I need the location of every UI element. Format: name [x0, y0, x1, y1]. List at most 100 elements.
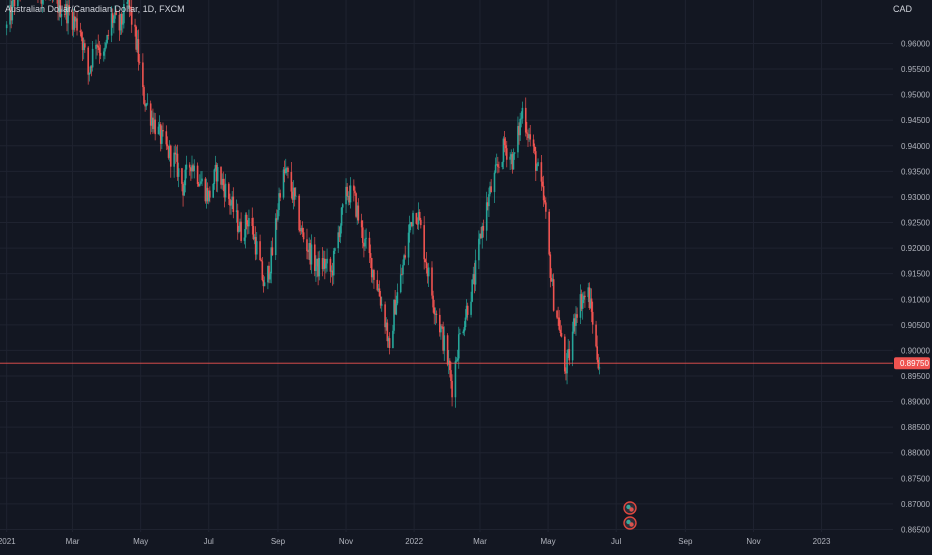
event-markers[interactable]: [623, 501, 637, 530]
candle-body: [455, 360, 458, 362]
candle-body: [493, 172, 496, 193]
candle-body: [267, 265, 269, 283]
candle-body: [300, 227, 303, 232]
candle-body: [368, 237, 371, 254]
candle-body: [66, 4, 68, 24]
candle-body: [110, 13, 113, 36]
candle-body: [120, 13, 123, 25]
candle-body: [167, 146, 170, 158]
candle-body: [166, 144, 169, 147]
candle-body: [157, 126, 160, 135]
candle-body: [365, 237, 367, 239]
candle-body: [345, 186, 347, 205]
candle-body: [501, 162, 504, 168]
candle-body: [248, 217, 250, 227]
candle-body: [370, 257, 373, 278]
candle-body: [552, 279, 555, 311]
candle-body: [11, 0, 14, 21]
candle-body: [565, 371, 567, 374]
candle-body: [121, 23, 124, 25]
candle-body: [459, 333, 461, 335]
candle-body: [464, 317, 467, 328]
x-tick-label: 2023: [813, 537, 831, 546]
candle-body: [98, 47, 101, 53]
candle-body: [181, 168, 183, 184]
candle-body: [488, 194, 490, 207]
candle-body: [119, 13, 122, 31]
candle-body: [228, 183, 230, 199]
y-tick-label: 0.90500: [901, 321, 930, 330]
candle-body: [402, 265, 404, 275]
candle-body: [298, 195, 300, 231]
candle-body: [118, 14, 121, 31]
candle-body: [425, 262, 428, 269]
candle-body: [251, 217, 254, 226]
candle-body: [90, 66, 93, 68]
symbol-title[interactable]: Australian Dollar/Canadian Dollar, 1D, F…: [5, 4, 185, 14]
candle-body: [435, 313, 438, 315]
candle-body: [388, 338, 391, 349]
candle-body: [441, 326, 443, 328]
time-axis[interactable]: 2021 Mar May Jul Sep Nov 2022 Mar May Jul Sep Nov 20…: [0, 537, 831, 546]
candle-body: [247, 224, 249, 227]
candle-body: [268, 265, 270, 280]
candle-body: [316, 258, 318, 267]
candle-body: [114, 12, 116, 19]
candle-body: [521, 107, 524, 119]
candle-body: [144, 103, 146, 107]
candle-body: [10, 5, 12, 21]
candle-body: [254, 237, 257, 255]
candle-body: [152, 117, 154, 130]
candle-body: [442, 326, 444, 351]
candle-body: [376, 279, 379, 291]
candle-body: [451, 380, 453, 398]
candle-body: [82, 43, 85, 51]
candle-body: [161, 130, 163, 144]
candle-body: [498, 166, 500, 168]
candle-body: [550, 277, 553, 282]
candle-body: [325, 263, 327, 269]
last-price-label-group: 0.89750: [894, 357, 930, 370]
candle-body: [567, 349, 569, 354]
candle-body: [137, 39, 140, 62]
candle-body: [332, 250, 335, 276]
candle-body: [489, 186, 491, 195]
candle-body: [238, 231, 240, 232]
candle-body: [417, 211, 420, 225]
candle-body: [292, 187, 295, 200]
candle-body: [276, 218, 278, 220]
candle-body: [220, 167, 222, 185]
candle-body: [591, 311, 594, 325]
y-tick-label: 0.91000: [901, 295, 930, 304]
y-tick-label: 0.87500: [901, 474, 930, 483]
candle-body: [377, 288, 380, 291]
x-tick-label: Nov: [339, 537, 353, 546]
candle-body: [590, 298, 593, 312]
candle-body: [274, 218, 277, 256]
event-marker-icon[interactable]: [623, 501, 637, 515]
candle-body: [322, 258, 325, 270]
candle-body: [509, 156, 511, 160]
candle-body: [426, 268, 429, 277]
candle-body: [353, 185, 355, 191]
price-axis[interactable]: 0.96000 0.95500 0.95000 0.94500 0.94000 0.935…: [901, 39, 930, 534]
x-tick-label: Jul: [611, 537, 621, 546]
y-tick-label: 0.87000: [901, 500, 930, 509]
candle-body: [431, 267, 433, 296]
candle-body: [282, 169, 285, 198]
candle-body: [439, 314, 441, 333]
candle-body: [60, 13, 63, 17]
candle-body: [81, 37, 84, 51]
candle-body: [454, 361, 457, 398]
candle-body: [582, 295, 585, 300]
candle-body: [505, 148, 508, 160]
candle-body: [13, 0, 16, 7]
candle-body: [103, 51, 105, 56]
candle-body: [105, 42, 107, 48]
candle-body: [168, 145, 171, 158]
candle-body: [494, 164, 497, 173]
event-marker-icon[interactable]: [623, 516, 637, 530]
candle-body: [568, 349, 571, 361]
